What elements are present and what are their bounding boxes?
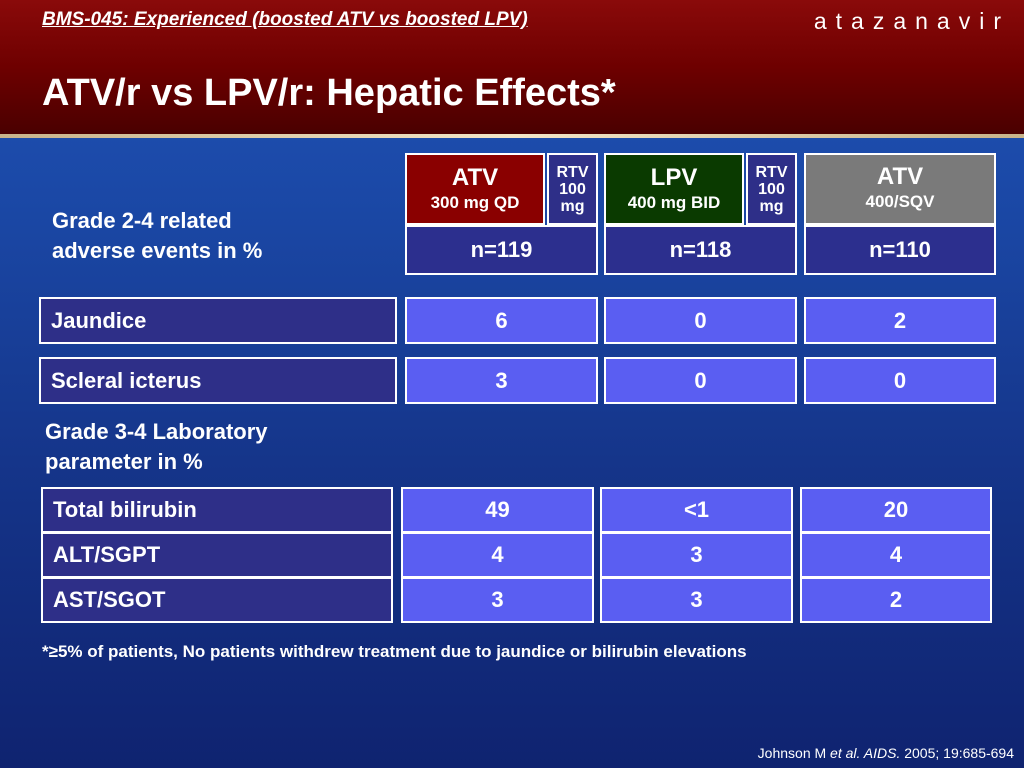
table-cell: 2 (800, 577, 992, 623)
rtv-box-1: RTV 100 mg (547, 153, 598, 225)
column-dose: 400/SQV (865, 192, 935, 211)
citation-authors: Johnson M (757, 745, 831, 761)
section2-label-line: Grade 3-4 Laboratory (45, 419, 268, 444)
table-cell: 4 (401, 532, 594, 578)
section2-label-line: parameter in % (45, 449, 203, 474)
table-cell: 3 (600, 532, 793, 578)
table-cell: 3 (600, 577, 793, 623)
rtv-label: RTV (755, 163, 788, 181)
column-name: ATV (451, 164, 499, 191)
column-name: ATV (876, 163, 924, 190)
table-cell: 0 (604, 297, 797, 344)
citation-ref: 2005; 19:685-694 (900, 745, 1014, 761)
rtv-unit: mg (759, 197, 784, 215)
rtv-dose: 100 (559, 180, 586, 198)
rtv-label: RTV (556, 163, 589, 181)
table-cell: 3 (401, 577, 594, 623)
row-label-scleral-icterus: Scleral icterus (39, 357, 397, 404)
column-dose: 300 mg QD (430, 193, 520, 212)
section2-label: Grade 3-4 Laboratory parameter in % (45, 417, 268, 477)
study-label: BMS-045: Experienced (boosted ATV vs boo… (42, 9, 528, 30)
table-cell: 20 (800, 487, 992, 533)
rtv-box-2: RTV 100 mg (746, 153, 797, 225)
n-cell-atv-sqv: n=110 (804, 225, 996, 275)
column-header-atv: ATV 300 mg QD (405, 153, 545, 225)
row-label-total-bilirubin: Total bilirubin (41, 487, 393, 533)
header-divider (0, 134, 1024, 138)
table-cell: 3 (405, 357, 598, 404)
rtv-unit: mg (560, 197, 585, 215)
citation: Johnson M et al. AIDS. 2005; 19:685-694 (758, 745, 1014, 761)
footnote: *≥5% of patients, No patients withdrew t… (42, 642, 747, 661)
column-dose: 400 mg BID (627, 193, 721, 212)
rtv-dose: 100 (758, 180, 785, 198)
table-cell: 4 (800, 532, 992, 578)
slide-header (0, 0, 1024, 134)
citation-journal: AIDS. (860, 745, 901, 761)
column-name: LPV (650, 164, 698, 191)
row-label-jaundice: Jaundice (39, 297, 397, 344)
table-cell: 0 (804, 357, 996, 404)
section1-label-line: adverse events in % (52, 238, 263, 263)
brand-name: atazanavir (813, 8, 1010, 34)
citation-etal: et al. (830, 745, 861, 761)
n-cell-lpv: n=118 (604, 225, 797, 275)
table-cell: 49 (401, 487, 594, 533)
section1-label-line: Grade 2-4 related (52, 208, 232, 233)
table-cell: 0 (604, 357, 797, 404)
table-cell: 6 (405, 297, 598, 344)
table-cell: 2 (804, 297, 996, 344)
section1-label: Grade 2-4 related adverse events in % (52, 206, 262, 266)
n-cell-atv: n=119 (405, 225, 598, 275)
table-cell: <1 (600, 487, 793, 533)
column-header-lpv: LPV 400 mg BID (604, 153, 744, 225)
slide-title: ATV/r vs LPV/r: Hepatic Effects* (42, 72, 616, 114)
column-header-atv-sqv: ATV 400/SQV (804, 153, 996, 225)
row-label-ast-sgot: AST/SGOT (41, 577, 393, 623)
row-label-alt-sgpt: ALT/SGPT (41, 532, 393, 578)
